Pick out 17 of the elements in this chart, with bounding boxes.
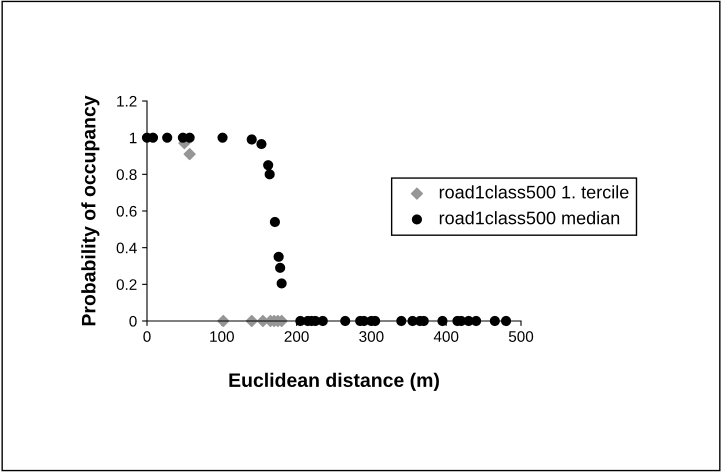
- y-tick-label: 1: [130, 132, 137, 144]
- legend-label: road1class500 median: [440, 211, 620, 224]
- y-tick-label: 0.6: [116, 206, 137, 217]
- x-tick-label: 400: [434, 331, 458, 342]
- x-tick-label: 300: [359, 331, 384, 342]
- x-tick-label: 500: [508, 331, 534, 342]
- legend-label: road1class500 1. tercile: [440, 185, 628, 199]
- y-axis-title: Probability of occupancy: [81, 95, 100, 326]
- x-tick-label: 0: [143, 331, 151, 342]
- y-tick-label: 1.2: [117, 96, 137, 107]
- y-tick-label: 0.4: [116, 242, 137, 254]
- x-axis-title: Euclidean distance (m): [229, 372, 439, 391]
- y-tick-label: 0: [129, 316, 137, 327]
- x-tick-label: 200: [284, 331, 309, 342]
- x-tick-label: 100: [210, 331, 234, 342]
- y-tick-label: 0.8: [116, 169, 137, 180]
- y-tick-label: 0.2: [116, 279, 137, 290]
